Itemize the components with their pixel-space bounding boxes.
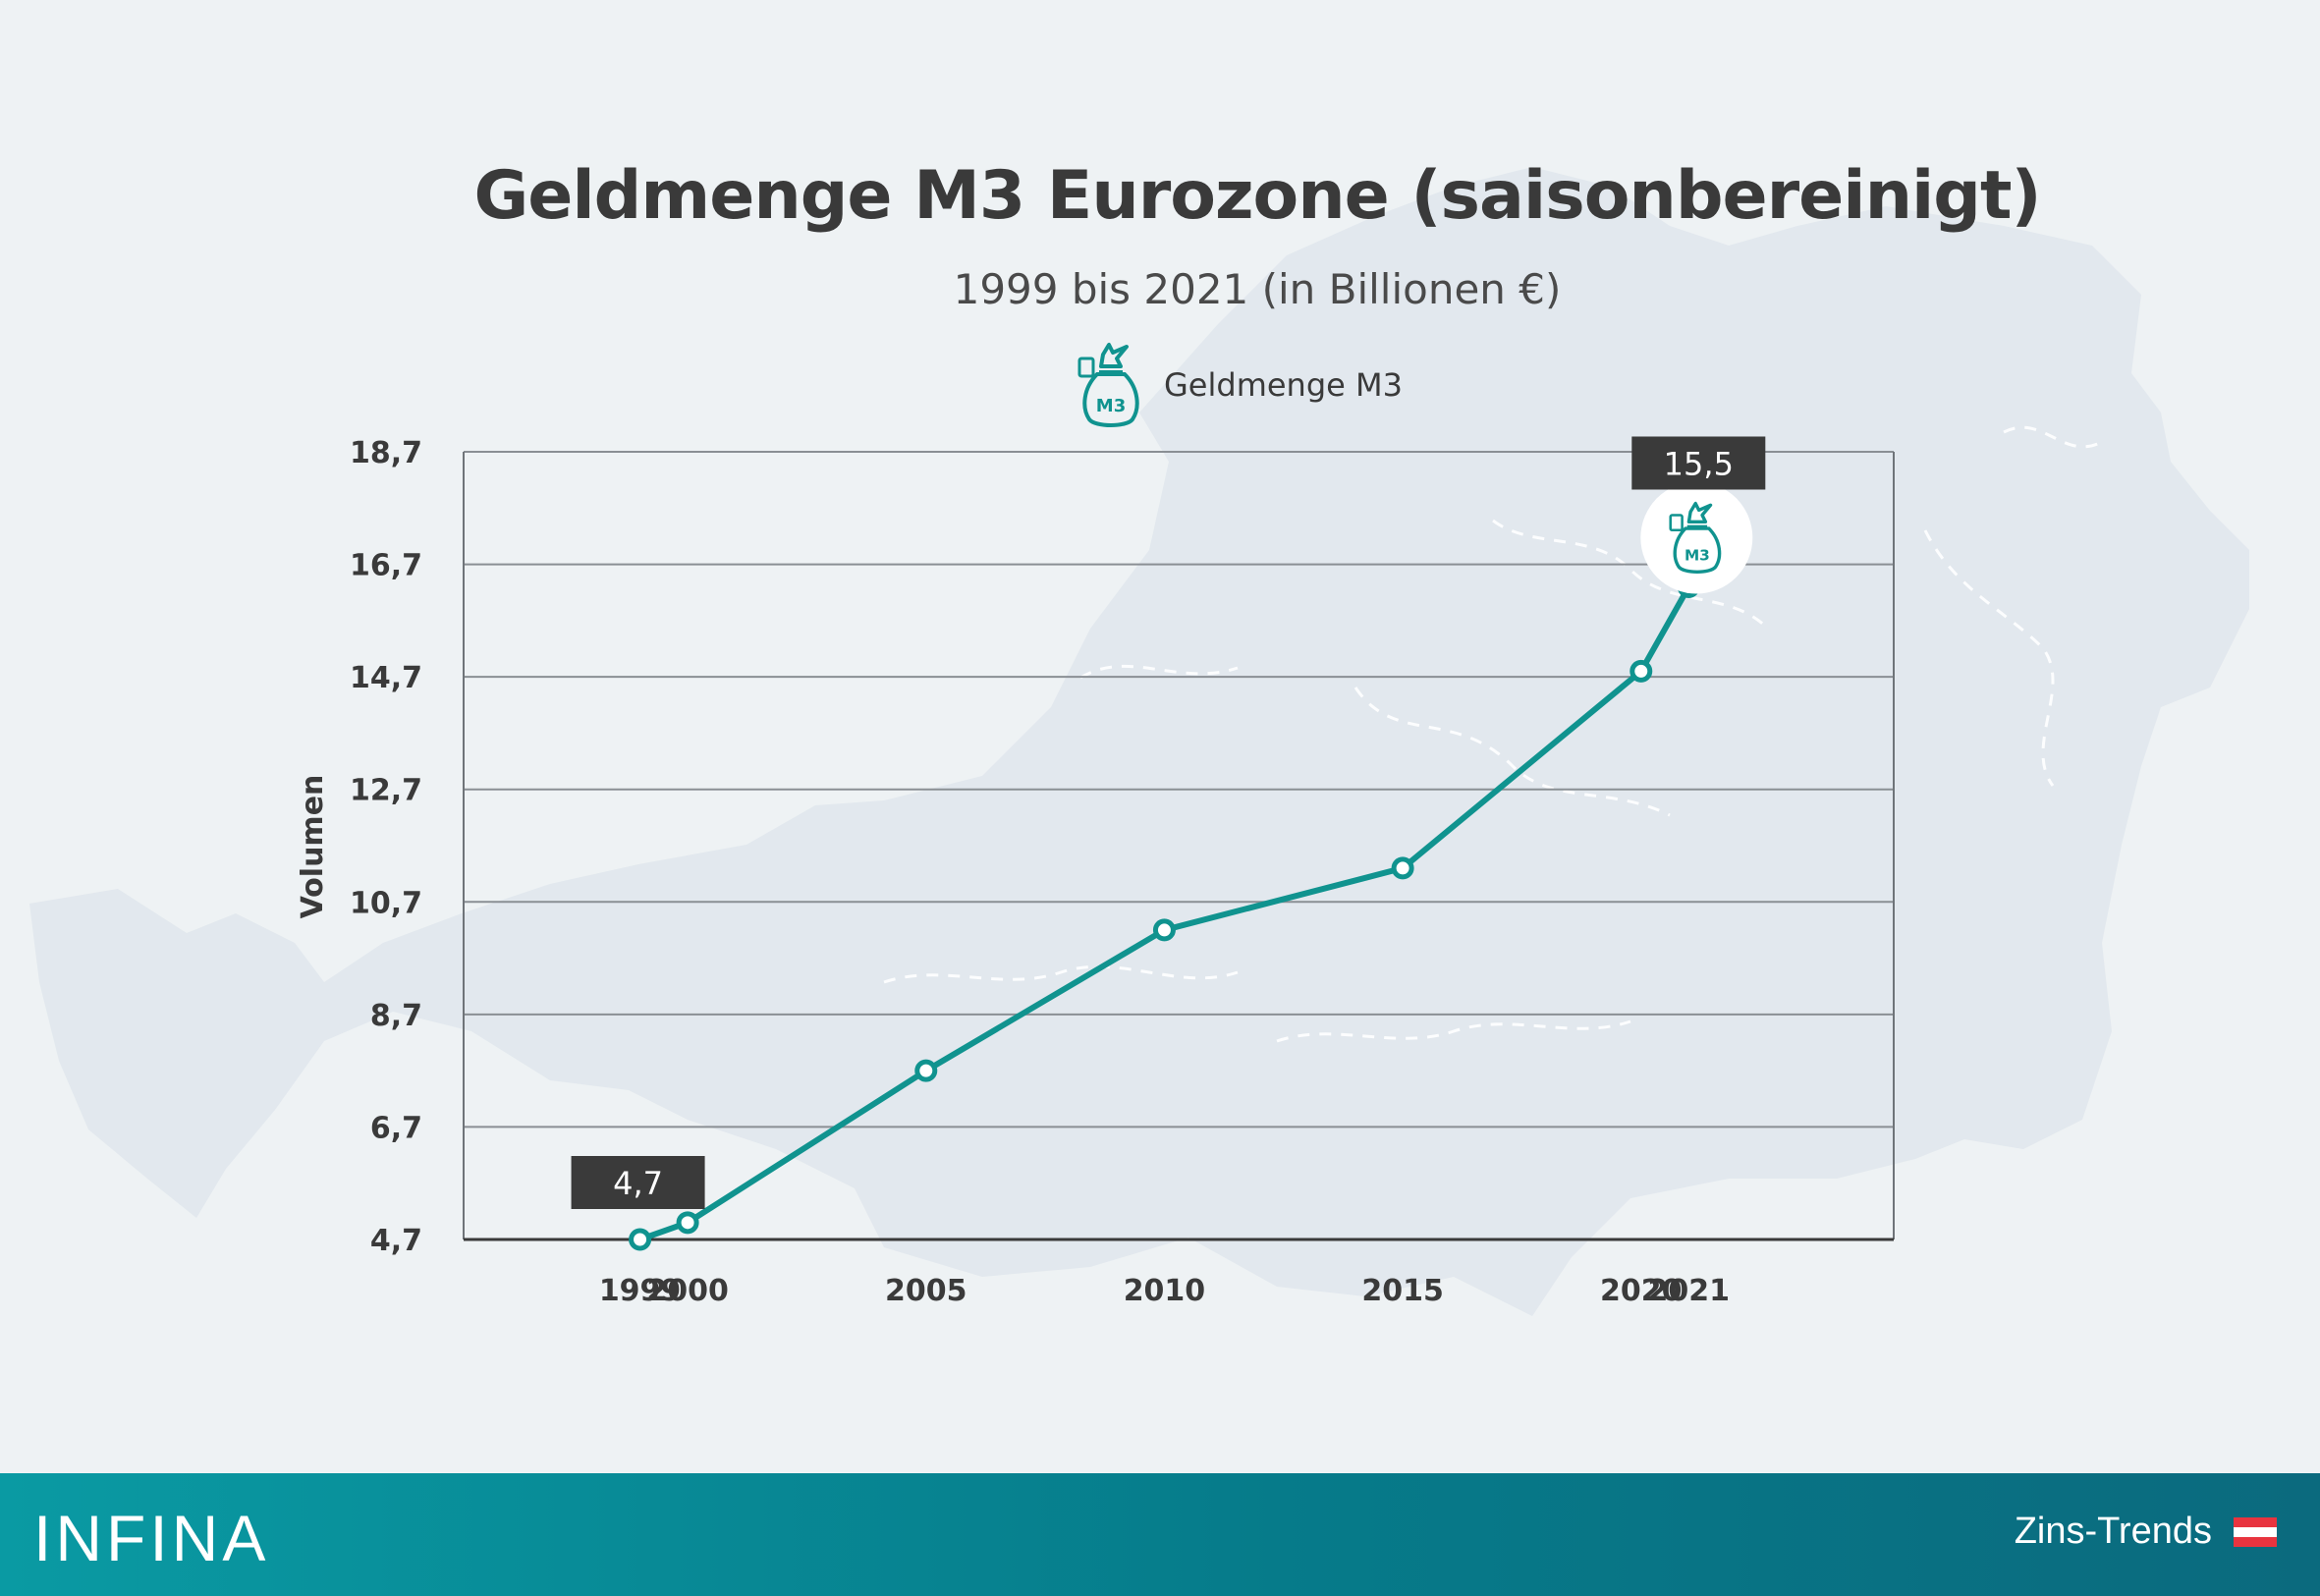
money-bag-m3-icon: M3 [1077, 343, 1139, 427]
y-tick-label: 10,7 [350, 886, 422, 920]
data-point [1630, 659, 1653, 683]
y-tick-label: 16,7 [350, 549, 422, 583]
annotation-label: 15,5 [1664, 445, 1734, 482]
chart-title: Geldmenge M3 Eurozone (saisonbereinigt) [473, 157, 2041, 235]
annotation-highlight-circle [1640, 481, 1753, 594]
x-tick-label: 1999 [599, 1274, 682, 1308]
y-tick-label: 8,7 [370, 999, 422, 1033]
x-tick-label: 2020 [1600, 1274, 1683, 1308]
series-line [636, 583, 1692, 1242]
brand-logo: INFINA [33, 1502, 270, 1574]
footer-label: Zins-Trends [2014, 1511, 2212, 1552]
y-axis-label: Volumen [296, 775, 330, 919]
y-tick-label: 18,7 [350, 436, 422, 470]
footer-bar: INFINA Zins-Trends [0, 1473, 2320, 1596]
y-axis-ticks: 4,7 6,7 8,7 10,7 12,7 14,7 16,7 18,7 [350, 436, 422, 1258]
y-tick-label: 4,7 [370, 1224, 422, 1258]
y-tick-label: 12,7 [350, 774, 422, 808]
legend-icon-text: M3 [1096, 396, 1126, 416]
money-bag-m3-icon: M3 [1669, 501, 1722, 574]
data-point [676, 1211, 699, 1235]
legend-label: Geldmenge M3 [1164, 366, 1403, 404]
data-point [1391, 856, 1414, 880]
x-tick-label: 2000 [646, 1274, 729, 1308]
austria-flag-icon [2234, 1516, 2277, 1547]
y-tick-label: 14,7 [350, 661, 422, 695]
data-point [914, 1059, 938, 1082]
data-point [629, 1228, 652, 1251]
x-tick-label: 2021 [1648, 1274, 1731, 1308]
annotation-label-box [571, 1156, 705, 1209]
annotation-label: 4,7 [613, 1165, 663, 1202]
x-tick-label: 2010 [1124, 1274, 1206, 1308]
data-point [1152, 918, 1176, 942]
annotation-label-box [1631, 436, 1766, 490]
data-series [629, 575, 1700, 1251]
x-tick-label: 2015 [1361, 1274, 1444, 1308]
chart-legend: M3 Geldmenge M3 [1076, 339, 1403, 431]
annotation-icon-text: M3 [1685, 546, 1710, 564]
footer-right: Zins-Trends [2015, 1511, 2277, 1553]
y-tick-label: 6,7 [370, 1111, 422, 1145]
x-tick-label: 2005 [885, 1274, 967, 1308]
chart-axes [463, 452, 1895, 1241]
data-annotations: 4,7 M3 15,5 [571, 436, 1766, 1209]
chart-subtitle: 1999 bis 2021 (in Billionen €) [953, 265, 1562, 313]
